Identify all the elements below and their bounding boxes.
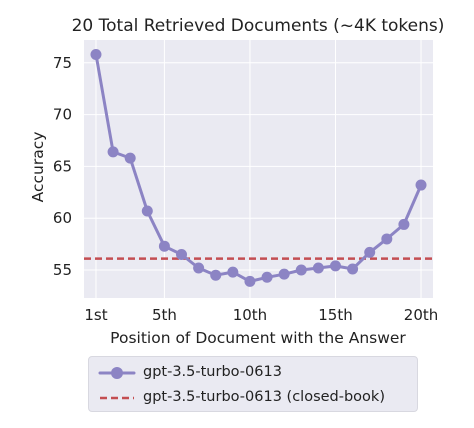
chart-title: 20 Total Retrieved Documents (~4K tokens… [72, 16, 445, 36]
legend-item-closed-book: gpt-3.5-turbo-0613 (closed-book) [89, 386, 417, 410]
data-point [107, 146, 119, 158]
data-point [90, 49, 102, 61]
data-point [398, 218, 410, 230]
y-tick-label: 60 [53, 209, 72, 227]
y-tick-label: 55 [53, 261, 72, 279]
y-axis-label: Accuracy [29, 132, 47, 203]
data-point [381, 233, 393, 245]
legend-label-series: gpt-3.5-turbo-0613 [143, 364, 282, 380]
data-point [158, 240, 170, 252]
x-axis-label: Position of Document with the Answer [110, 329, 406, 347]
legend: gpt-3.5-turbo-0613 gpt-3.5-turbo-0613 (c… [88, 356, 418, 412]
data-point [278, 268, 290, 280]
x-tick-label: 5th [152, 306, 177, 324]
data-point [244, 275, 256, 287]
data-point [210, 269, 222, 281]
legend-label-closed-book: gpt-3.5-turbo-0613 (closed-book) [143, 389, 385, 405]
y-tick-label: 65 [53, 157, 72, 175]
x-tick-label: 15th [318, 306, 352, 324]
data-point [227, 266, 239, 278]
data-point [347, 263, 359, 275]
legend-dashed-line-swatch [100, 396, 134, 400]
data-point [364, 246, 376, 258]
plot-area: 55 60 65 70 75 1st 5th 10th 15th 20th [53, 40, 438, 324]
data-point [261, 271, 273, 283]
legend-line-marker-swatch [98, 367, 136, 379]
data-point [329, 260, 341, 272]
y-tick-label: 70 [53, 106, 72, 124]
x-tick-label: 10th [233, 306, 267, 324]
legend-item-series: gpt-3.5-turbo-0613 [89, 361, 417, 385]
data-point [141, 205, 153, 217]
data-point [176, 248, 188, 260]
data-point [415, 179, 427, 191]
x-tick-label: 1st [84, 306, 107, 324]
data-point [312, 262, 324, 274]
data-point [295, 264, 307, 276]
y-tick-label: 75 [53, 54, 72, 72]
data-point [124, 152, 136, 164]
data-point [193, 262, 205, 274]
x-tick-label: 20th [404, 306, 438, 324]
plot-background [84, 40, 433, 298]
